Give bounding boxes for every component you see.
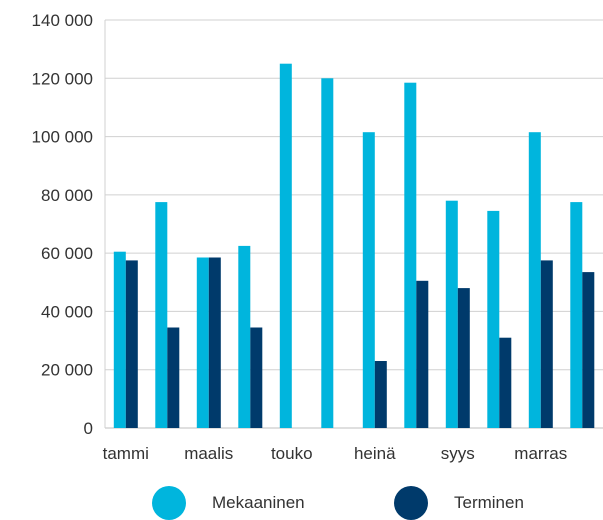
y-tick-label: 60 000: [41, 244, 93, 263]
legend: Mekaaninen Terminen: [0, 486, 603, 520]
y-tick-label: 80 000: [41, 186, 93, 205]
bars: [113, 63, 595, 429]
legend-item-mekaaninen: Mekaaninen: [152, 486, 305, 520]
bar-mekaaninen-loka: [487, 210, 500, 428]
x-category-label: marras: [514, 444, 567, 463]
y-tick-label: 140 000: [32, 11, 93, 30]
x-category-label: syys: [441, 444, 475, 463]
bar-terminen-marras: [540, 260, 553, 428]
x-axis-category-labels: tammi maalis touko heinä syys marras: [103, 444, 568, 463]
legend-label-mekaaninen: Mekaaninen: [212, 493, 305, 512]
bar-terminen-tammi: [125, 260, 138, 428]
bar-terminen-maalis: [208, 257, 221, 428]
bar-mekaaninen-helmi: [155, 202, 168, 428]
bar-mekaaninen-joulu: [570, 202, 583, 428]
y-tick-label: 120 000: [32, 69, 93, 88]
y-axis-tick-labels: 0 20 000 40 000 60 000 80 000 100 000 120 000 1…: [32, 11, 93, 438]
bar-mekaaninen-maalis: [196, 257, 209, 428]
y-tick-label: 0: [84, 419, 93, 438]
legend-label-terminen: Terminen: [454, 493, 524, 512]
bar-mekaaninen-kesä: [321, 78, 334, 429]
legend-swatch-mekaaninen: [152, 486, 186, 520]
bar-mekaaninen-marras: [528, 132, 541, 428]
y-tick-label: 20 000: [41, 361, 93, 380]
bar-mekaaninen-tammi: [113, 251, 126, 428]
y-tick-label: 40 000: [41, 302, 93, 321]
bar-terminen-heinä: [374, 361, 387, 428]
bar-terminen-helmi: [167, 327, 180, 428]
legend-swatch-terminen: [394, 486, 428, 520]
bar-terminen-elo: [416, 280, 429, 428]
bar-terminen-loka: [499, 337, 512, 428]
gridlines: [104, 19, 603, 429]
bar-mekaaninen-syys: [445, 200, 458, 428]
y-tick-label: 100 000: [32, 128, 93, 147]
bar-mekaaninen-touko: [279, 63, 292, 428]
x-category-label: touko: [271, 444, 313, 463]
bar-terminen-huhti: [250, 327, 263, 428]
bar-mekaaninen-huhti: [238, 245, 251, 428]
bar-mekaaninen-heinä: [362, 132, 375, 428]
bar-terminen-syys: [457, 288, 470, 428]
legend-item-terminen: Terminen: [394, 486, 524, 520]
bar-mekaaninen-elo: [404, 82, 417, 428]
x-category-label: tammi: [103, 444, 149, 463]
x-category-label: maalis: [184, 444, 233, 463]
x-category-label: heinä: [354, 444, 396, 463]
bar-terminen-joulu: [582, 272, 595, 428]
